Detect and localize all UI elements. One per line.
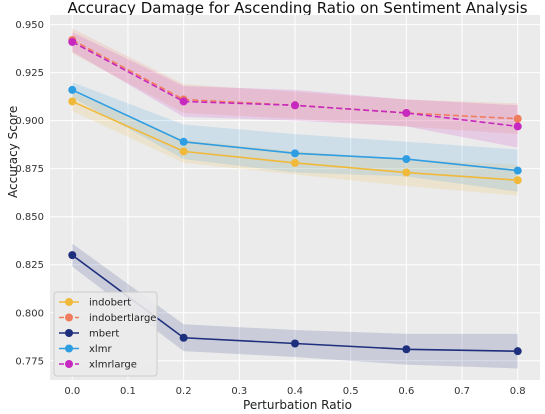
x-tick-label: 0.7 <box>454 386 470 397</box>
x-tick-label: 0.0 <box>64 386 80 397</box>
confidence-band-xlmrlarge <box>72 32 518 148</box>
legend-marker-indobert <box>65 298 73 306</box>
data-point-xlmr <box>291 149 299 158</box>
legend-marker-xlmrlarge <box>65 360 73 368</box>
legend-marker-mbert <box>65 329 73 337</box>
x-tick-label: 0.2 <box>176 386 192 397</box>
data-point-mbert <box>291 339 299 348</box>
data-point-xlmrlarge <box>68 37 77 46</box>
data-point-indobert <box>179 147 188 156</box>
legend-label-mbert: mbert <box>89 329 119 340</box>
chart-title: Accuracy Damage for Ascending Ratio on S… <box>67 0 528 17</box>
data-point-indobert <box>513 176 522 185</box>
data-point-indobert <box>402 168 411 177</box>
data-point-mbert <box>68 251 77 260</box>
x-axis-label: Perturbation Ratio <box>243 398 352 412</box>
data-point-xlmrlarge <box>402 108 411 117</box>
data-point-mbert <box>513 347 522 356</box>
y-axis-label: Accuracy Score <box>6 105 20 198</box>
data-point-xlmr <box>513 166 522 175</box>
data-point-xlmr <box>179 137 188 146</box>
legend-box <box>53 291 158 377</box>
legend-label-xlmr: xlmr <box>89 344 112 355</box>
data-point-xlmr <box>68 85 77 94</box>
y-tick-label: 0.800 <box>15 308 44 319</box>
x-tick-label: 0.4 <box>287 386 303 397</box>
y-tick-label: 0.900 <box>15 116 44 127</box>
data-point-xlmrlarge <box>291 101 299 110</box>
legend-label-indobertlarge: indobertlarge <box>89 313 156 324</box>
x-tick-label: 0.8 <box>510 386 526 397</box>
y-tick-label: 0.925 <box>15 68 44 79</box>
x-tick-label: 0.6 <box>398 386 414 397</box>
confidence-band-indobertlarge <box>72 28 518 135</box>
data-point-indobertlarge <box>513 114 522 123</box>
legend-label-xlmrlarge: xlmrlarge <box>89 360 137 371</box>
legend-marker-indobertlarge <box>65 313 73 322</box>
y-tick-label: 0.950 <box>15 20 44 31</box>
y-tick-label: 0.775 <box>15 356 44 367</box>
data-point-xlmr <box>402 155 411 164</box>
legend-marker-xlmr <box>65 344 73 353</box>
x-tick-label: 0.1 <box>120 386 136 397</box>
data-point-indobert <box>291 158 299 167</box>
x-tick-label: 0.3 <box>231 386 247 397</box>
data-point-xlmrlarge <box>513 122 522 131</box>
data-point-indobert <box>68 97 77 106</box>
y-tick-label: 0.825 <box>15 260 44 271</box>
data-point-mbert <box>402 345 411 354</box>
legend-label-indobert: indobert <box>89 298 131 309</box>
x-tick-label: 0.5 <box>343 386 359 397</box>
y-tick-label: 0.850 <box>15 212 44 223</box>
legend: indobert indobertlarge mbert xlmr xlmrlarge <box>53 291 158 377</box>
confidence-band-xlmr <box>72 82 518 192</box>
data-point-xlmrlarge <box>179 97 188 106</box>
data-point-mbert <box>179 333 188 342</box>
y-tick-label: 0.875 <box>15 164 44 175</box>
